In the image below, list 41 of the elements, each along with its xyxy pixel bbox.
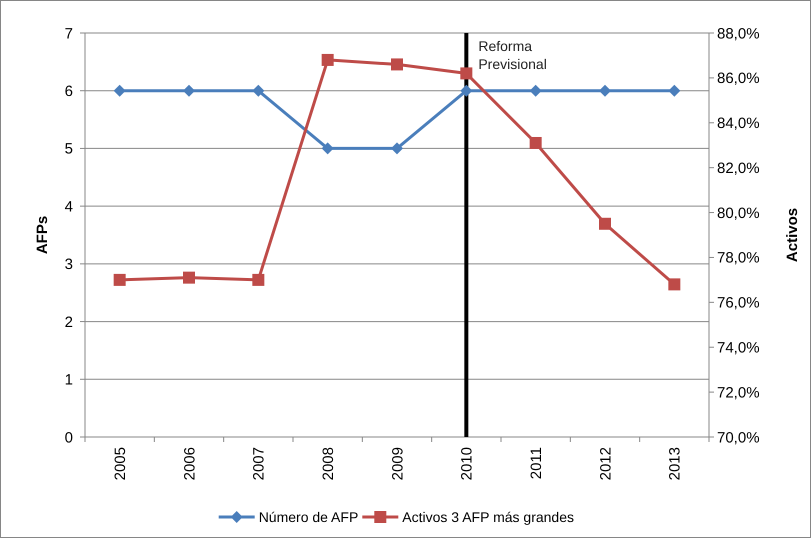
y-tick-label: 7 xyxy=(64,25,73,42)
point xyxy=(114,274,126,286)
x-tick-label: 2005 xyxy=(112,447,129,480)
y-tick-label: 4 xyxy=(64,198,73,216)
legend-label: Número de AFP xyxy=(258,508,358,525)
x-tick-label: 2008 xyxy=(320,447,337,480)
point xyxy=(391,58,403,70)
y2-axis-title: Activos xyxy=(784,208,801,262)
point xyxy=(322,54,334,66)
y-tick-label: 2 xyxy=(64,314,73,331)
y2-tick-label: 84,0% xyxy=(717,115,760,132)
point xyxy=(530,136,542,149)
legend-label: Activos 3 AFP más grandes xyxy=(402,508,574,525)
y-axis-title: AFPs xyxy=(34,216,51,254)
y2-tick-label: 86,0% xyxy=(717,70,760,88)
y2-tick-label: 88,0% xyxy=(717,25,760,42)
x-tick-label: 2006 xyxy=(181,447,198,480)
ref-line-label: Reforma Previsional xyxy=(478,38,547,72)
y-tick-label: 1 xyxy=(64,372,73,389)
y-tick-label: 0 xyxy=(64,429,73,446)
y-tick-label: 6 xyxy=(64,82,73,100)
y-tick-label: 3 xyxy=(64,256,73,274)
x-tick-label: 2011 xyxy=(528,447,545,480)
y-tick-label: 5 xyxy=(64,140,73,158)
x-tick-label: 2009 xyxy=(389,447,406,480)
point xyxy=(668,278,680,290)
y2-tick-label: 72,0% xyxy=(717,384,760,402)
x-tick-label: 2013 xyxy=(666,447,684,480)
y2-tick-label: 82,0% xyxy=(717,160,760,177)
point xyxy=(460,67,472,80)
x-tick-label: 2012 xyxy=(597,447,614,480)
y2-tick-label: 70,0% xyxy=(717,429,760,446)
point xyxy=(252,274,264,286)
y2-tick-label: 74,0% xyxy=(717,339,760,356)
y2-tick-label: 78,0% xyxy=(717,250,760,267)
point xyxy=(183,272,195,284)
y2-tick-label: 76,0% xyxy=(717,294,760,312)
point xyxy=(599,218,611,230)
x-tick-label: 2007 xyxy=(250,447,268,480)
x-tick-label: 2010 xyxy=(458,447,476,480)
y2-tick-label: 80,0% xyxy=(717,204,760,222)
